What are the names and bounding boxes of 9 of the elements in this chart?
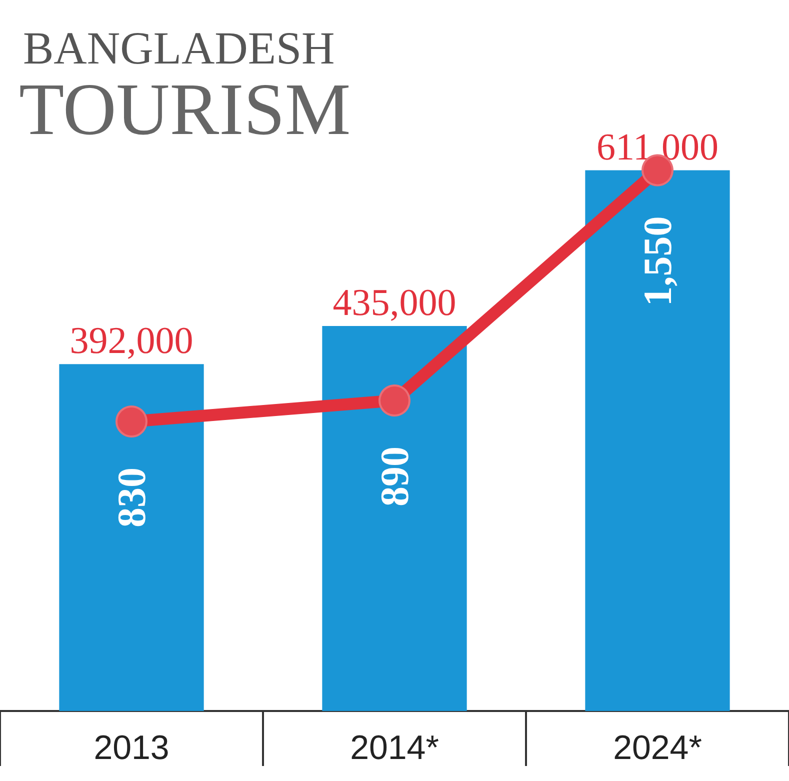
x-tick-label: 2014*	[350, 729, 439, 767]
x-tick-label: 2013	[94, 729, 170, 767]
data-label: 611,000	[596, 126, 719, 168]
data-label: 435,000	[332, 282, 456, 324]
data-label: 392,000	[70, 320, 194, 362]
data-label: 1,550	[635, 216, 680, 306]
x-tick-label: 2024*	[613, 729, 702, 767]
data-label: 890	[372, 446, 417, 507]
data-label: 830	[109, 467, 154, 528]
